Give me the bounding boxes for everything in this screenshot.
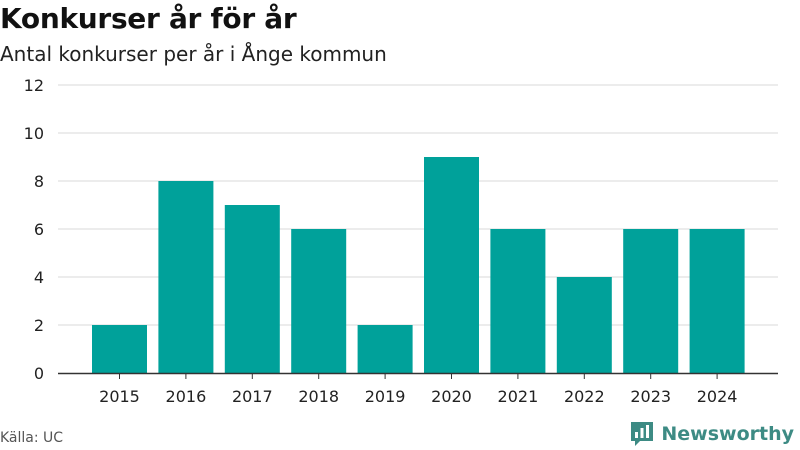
y-tick-label: 12: [24, 76, 44, 95]
bars: [92, 157, 745, 373]
y-tick-label: 10: [24, 124, 44, 143]
y-tick-label: 0: [34, 364, 44, 383]
x-axis-ticks: 2015 2016 2017 2018 2019 2020 2021 2022 2023 2024: [99, 373, 737, 406]
bar-2024: [689, 229, 745, 373]
x-tick-label: 2023: [630, 387, 671, 406]
x-tick-label: 2022: [564, 387, 605, 406]
x-tick-label: 2024: [697, 387, 738, 406]
newsworthy-logo-icon: [631, 422, 654, 446]
x-tick-label: 2018: [298, 387, 339, 406]
y-tick-label: 2: [34, 316, 44, 335]
x-tick-label: 2017: [232, 387, 273, 406]
y-axis-ticks: 0 2 4 6 8 10 12: [24, 76, 44, 383]
x-tick-label: 2019: [365, 387, 406, 406]
bar-2021: [490, 229, 546, 373]
chart-title: Konkurser år för år: [0, 2, 297, 35]
bar-2023: [623, 229, 679, 373]
bar-2020: [424, 157, 479, 373]
x-tick-label: 2016: [166, 387, 207, 406]
source-note: Källa: UC: [0, 430, 64, 446]
bar-2017: [224, 205, 280, 373]
y-tick-label: 6: [34, 220, 44, 239]
x-tick-label: 2015: [99, 387, 140, 406]
y-tick-label: 8: [34, 172, 44, 191]
bar-2019: [357, 325, 413, 373]
y-tick-label: 4: [34, 268, 44, 287]
x-tick-label: 2020: [431, 387, 472, 406]
bar-2015: [92, 325, 147, 373]
chart-subtitle: Antal konkurser per år i Ånge kommun: [0, 42, 387, 66]
bar-2022: [556, 277, 612, 373]
bar-2016: [158, 181, 214, 373]
bar-2018: [291, 229, 347, 373]
brand-logo: Newsworthy: [629, 420, 794, 448]
brand-name: Newsworthy: [661, 423, 794, 445]
x-tick-label: 2021: [498, 387, 539, 406]
